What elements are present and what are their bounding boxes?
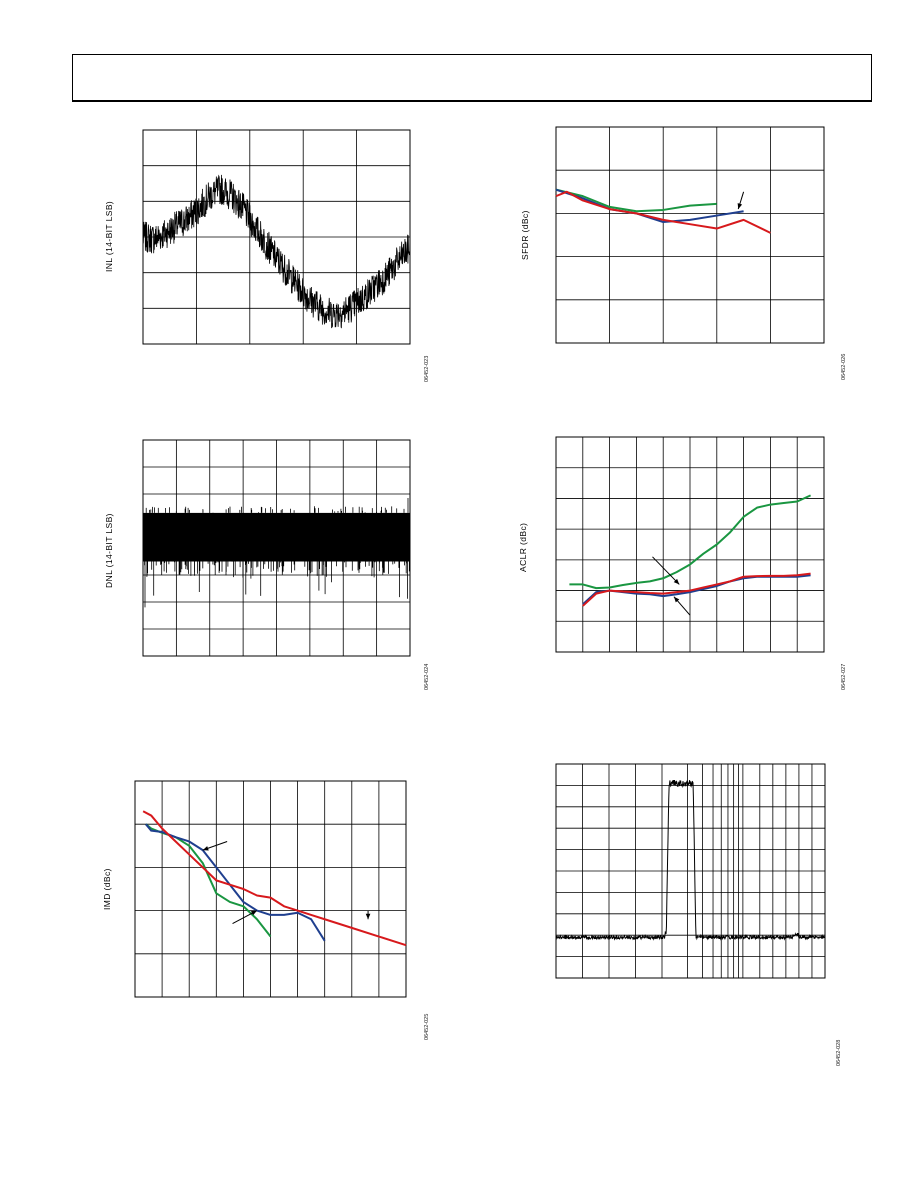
imd-plot-frame — [134, 780, 407, 998]
imd-series-2 — [142, 810, 407, 947]
imd-y-axis-label: IMD (dBc) — [102, 868, 112, 910]
aclr-annotation-arrow-0-line — [652, 556, 680, 585]
dnl-figure-code: 06452-024 — [424, 663, 430, 690]
spectrum-figure-code: 06452-028 — [836, 1039, 842, 1066]
aclr-annotation-arrow-0-head — [673, 578, 680, 585]
imd-series-0 — [145, 823, 272, 938]
sfdr-plot-frame — [555, 126, 825, 344]
aclr-plot-frame — [555, 436, 825, 653]
page-header-frame — [72, 54, 872, 102]
imd-chart — [134, 780, 407, 998]
sfdr-annotation-arrow-0-head — [737, 203, 743, 210]
dnl-chart-panel — [142, 439, 411, 657]
dnl-y-axis-label: DNL (14-BIT LSB) — [104, 513, 114, 588]
aclr-series-2 — [582, 572, 811, 607]
sfdr-y-axis-label: SFDR (dBc) — [520, 210, 530, 260]
aclr-annotation-arrow-1-head — [673, 596, 680, 603]
sfdr-series-0 — [555, 188, 717, 213]
spectrum-plot-frame — [555, 763, 826, 979]
imd-annotation-arrow-2-head — [365, 913, 371, 920]
aclr-chart — [555, 436, 825, 653]
sfdr-figure-code: 06452-026 — [841, 353, 847, 380]
sfdr-chart — [555, 126, 825, 344]
aclr-y-axis-label: ACLR (dBc) — [518, 522, 528, 572]
sfdr-series-1 — [555, 188, 744, 224]
inl-chart-panel — [142, 129, 411, 345]
imd-chart-panel — [134, 780, 407, 998]
inl-chart — [142, 129, 411, 345]
sfdr-series-2 — [555, 190, 771, 234]
aclr-series-0 — [569, 494, 812, 590]
spectrum-chart-panel — [555, 763, 826, 979]
spectrum-chart — [555, 763, 826, 979]
imd-figure-code: 06452-025 — [424, 1013, 430, 1040]
inl-figure-code: 06452-023 — [424, 355, 430, 382]
aclr-figure-code: 06452-027 — [841, 663, 847, 690]
imd-annotation-arrow-1-head — [250, 910, 257, 916]
sfdr-chart-panel — [555, 126, 825, 344]
inl-y-axis-label: INL (14-BIT LSB) — [104, 200, 114, 272]
dnl-noise-band — [143, 512, 410, 562]
aclr-chart-panel — [555, 436, 825, 653]
dnl-spikes — [144, 498, 410, 608]
dnl-chart — [142, 439, 411, 657]
inl-trace — [142, 174, 411, 329]
spectrum-trace — [555, 779, 826, 941]
imd-annotation-arrow-0-head — [202, 846, 209, 851]
